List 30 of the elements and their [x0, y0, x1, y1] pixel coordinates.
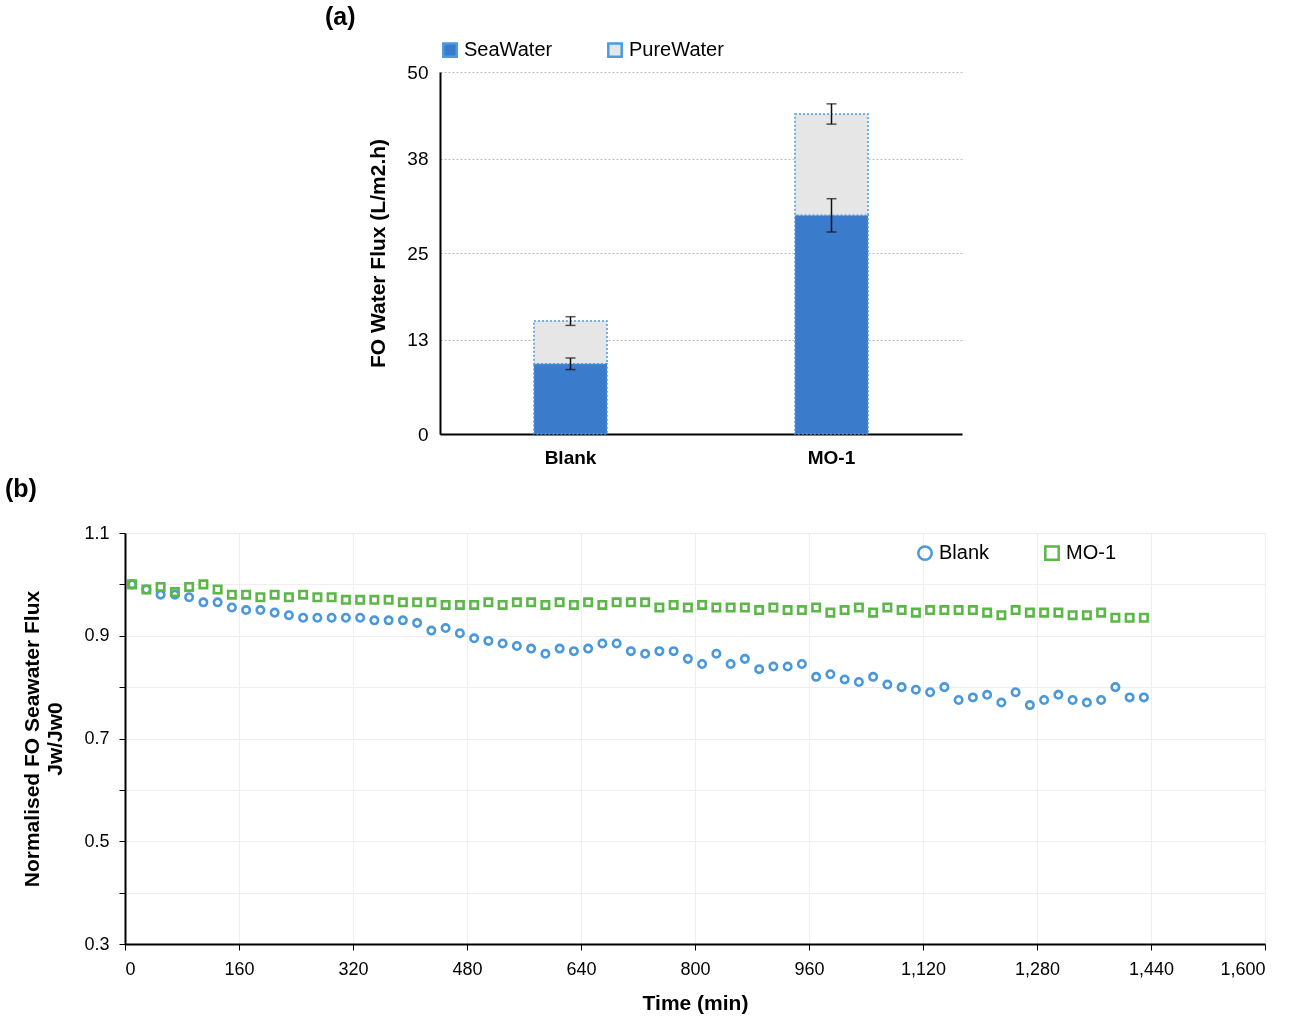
y-tick-label: 0.5 [84, 830, 110, 851]
y-axis-title: Normalised FO Seawater Flux Jw/Jw0 [20, 590, 67, 888]
y-tick-label: 13 [407, 329, 429, 351]
y-tick-label: 0 [417, 423, 429, 445]
chart-title: (b) [5, 474, 37, 502]
x-tick-label: 1,280 [1014, 958, 1061, 979]
y-tick-label: 50 [407, 61, 429, 83]
x-axis-title: Time (min) [642, 990, 749, 1014]
x-tick-label: 320 [338, 958, 369, 979]
y-tick-label: 0.7 [84, 728, 110, 748]
x-tick-label: 960 [794, 958, 825, 979]
x-tick-label: 0 [125, 958, 136, 979]
x-tick-label: 800 [680, 958, 711, 979]
y-tick-label: 0.9 [84, 625, 110, 646]
x-tick-label: 640 [566, 958, 597, 979]
x-tick-label: 160 [224, 958, 255, 979]
legend-label: Blank [939, 541, 991, 564]
y-tick-label: 1.1 [84, 522, 110, 543]
x-tick-label: 1,440 [1128, 958, 1175, 979]
y-tick-label: 25 [407, 242, 429, 264]
legend-label: PureWater [629, 38, 725, 61]
x-tick-label: 1,600 [1220, 958, 1266, 979]
legend-label: SeaWater [464, 38, 553, 61]
legend-label: MO-1 [1066, 541, 1116, 564]
x-tick-label: 480 [452, 958, 483, 979]
chart-title: (a) [325, 2, 356, 30]
x-tick-label: 1,120 [900, 958, 947, 979]
y-tick-label: 0.3 [84, 933, 110, 954]
y-tick-label: 38 [407, 148, 429, 170]
y-axis-title: FO Water Flux (L/m2.h) [366, 138, 390, 369]
